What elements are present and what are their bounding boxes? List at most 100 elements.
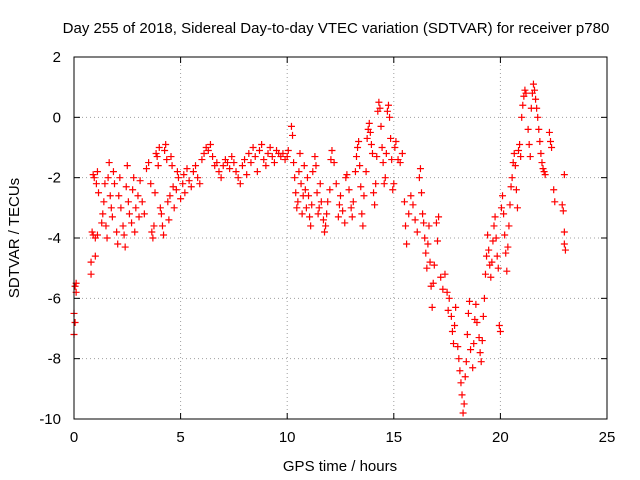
data-point (295, 168, 303, 176)
data-point (122, 183, 130, 191)
data-point (368, 150, 376, 158)
data-point (335, 201, 343, 209)
data-point (380, 180, 388, 188)
data-point (560, 240, 568, 248)
data-point (249, 144, 257, 151)
data-point (495, 321, 503, 329)
data-point (123, 162, 131, 170)
data-point (136, 177, 144, 185)
data-point (301, 186, 309, 194)
data-point (437, 273, 445, 281)
data-point (497, 204, 505, 212)
data-point (322, 222, 330, 230)
data-point (91, 252, 99, 260)
data-point (358, 210, 366, 218)
data-point (153, 153, 161, 161)
data-point (473, 318, 481, 326)
data-point (111, 180, 119, 188)
data-point (297, 180, 305, 188)
data-point (108, 213, 116, 221)
data-point (349, 198, 357, 206)
data-point (460, 400, 468, 408)
data-point (366, 128, 374, 136)
data-point (147, 180, 155, 188)
data-point (305, 192, 313, 200)
data-point (101, 180, 109, 188)
data-point (150, 222, 158, 230)
data-point (430, 261, 438, 269)
data-point (532, 95, 540, 103)
data-point (185, 177, 193, 185)
data-point (472, 300, 480, 308)
data-point (355, 137, 363, 145)
data-point (560, 228, 568, 236)
data-point (115, 192, 123, 200)
data-point (459, 409, 467, 417)
data-point (279, 150, 287, 158)
data-point (102, 222, 110, 230)
data-point (307, 222, 315, 230)
data-point (177, 195, 185, 203)
data-point (384, 101, 392, 109)
data-point (88, 228, 96, 236)
data-point (428, 303, 436, 311)
data-point (456, 367, 464, 375)
x-axis-label: GPS time / hours (283, 458, 397, 475)
data-point (162, 140, 170, 148)
data-point (457, 379, 465, 387)
data-point (396, 159, 404, 167)
data-point (213, 159, 221, 167)
x-tick-label: 20 (492, 429, 509, 446)
data-point (312, 162, 320, 170)
x-tick-label: 15 (385, 429, 402, 446)
data-point (262, 162, 270, 170)
y-tick-label: -6 (48, 290, 61, 307)
data-point (187, 183, 195, 191)
data-point (363, 134, 371, 142)
data-point (390, 180, 398, 188)
data-point (434, 237, 442, 245)
data-point (454, 343, 462, 351)
data-point (419, 210, 427, 218)
data-point (291, 174, 299, 182)
data-point (499, 192, 507, 200)
data-point (98, 219, 106, 227)
data-point (284, 147, 292, 155)
data-point (131, 228, 139, 236)
data-point (478, 337, 486, 345)
data-point (517, 153, 525, 161)
data-point (168, 162, 176, 170)
data-point (483, 252, 491, 260)
data-point (383, 107, 391, 115)
data-point (236, 180, 244, 188)
data-point (351, 168, 359, 176)
data-point (422, 249, 430, 257)
data-point (365, 119, 373, 127)
data-point (522, 89, 530, 97)
data-point (513, 204, 521, 212)
data-point (550, 186, 558, 194)
data-point (266, 144, 274, 151)
data-point (121, 243, 129, 251)
data-point (260, 156, 268, 164)
data-point (298, 210, 306, 218)
x-tick-label: 0 (70, 429, 78, 446)
data-point (341, 219, 349, 227)
data-point (319, 216, 327, 224)
data-point (209, 153, 217, 161)
data-point (154, 162, 162, 170)
data-point (489, 237, 497, 245)
data-point (360, 192, 368, 200)
data-point (445, 294, 453, 302)
data-point (447, 312, 455, 320)
data-point (525, 140, 533, 148)
data-point (294, 198, 302, 206)
data-point (105, 159, 113, 167)
data-point (247, 159, 255, 167)
data-point (429, 279, 437, 287)
data-point (92, 180, 100, 188)
data-point (439, 285, 447, 293)
data-point (372, 180, 380, 188)
data-point (258, 140, 266, 148)
y-tick-label: -2 (48, 170, 61, 187)
